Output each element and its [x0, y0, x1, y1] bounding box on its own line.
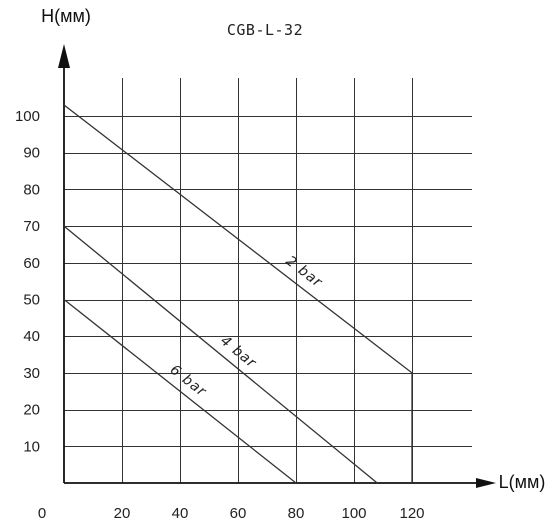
series-line-6-bar [63, 298, 297, 484]
y-tick-label: 90 [23, 145, 40, 162]
y-tick-label: 30 [23, 365, 40, 382]
y-tick-label: 20 [23, 402, 40, 419]
y-tick-label: 10 [23, 438, 40, 455]
chart-title: CGB-L-32 [227, 21, 303, 39]
tick-labels: 0 20 40 60 80 100 120 10 20 30 40 50 60 70 80 90 100 [15, 108, 425, 522]
y-tick-label: 50 [23, 292, 40, 309]
y-axis-label: H(мм) [41, 6, 91, 26]
series-lines [63, 104, 413, 484]
y-tick-label: 70 [23, 218, 40, 235]
series-line-2-bar [63, 104, 413, 483]
axes [58, 44, 496, 488]
x-tick-label: 0 [38, 505, 46, 522]
x-axis-label: L(мм) [499, 472, 546, 492]
x-tick-label: 80 [288, 505, 305, 522]
x-tick-label: 60 [230, 505, 247, 522]
x-axis-arrow-icon [476, 478, 496, 488]
y-tick-label: 60 [23, 255, 40, 272]
series-label-6-bar: 6 bar [167, 362, 210, 400]
grid [64, 78, 472, 483]
series-label-group-6-bar: 6 bar [167, 362, 210, 400]
y-axis-arrow-icon [58, 44, 70, 68]
series-label-group-2-bar: 2 bar [283, 253, 326, 291]
y-tick-label: 100 [15, 108, 40, 125]
series-label-2-bar: 2 bar [283, 253, 326, 291]
x-tick-label: 100 [341, 505, 366, 522]
series-line-4-bar [63, 225, 378, 484]
x-tick-label: 120 [399, 505, 424, 522]
y-tick-label: 80 [23, 181, 40, 198]
y-tick-label: 40 [23, 328, 40, 345]
x-tick-label: 20 [114, 505, 131, 522]
x-tick-label: 40 [172, 505, 189, 522]
